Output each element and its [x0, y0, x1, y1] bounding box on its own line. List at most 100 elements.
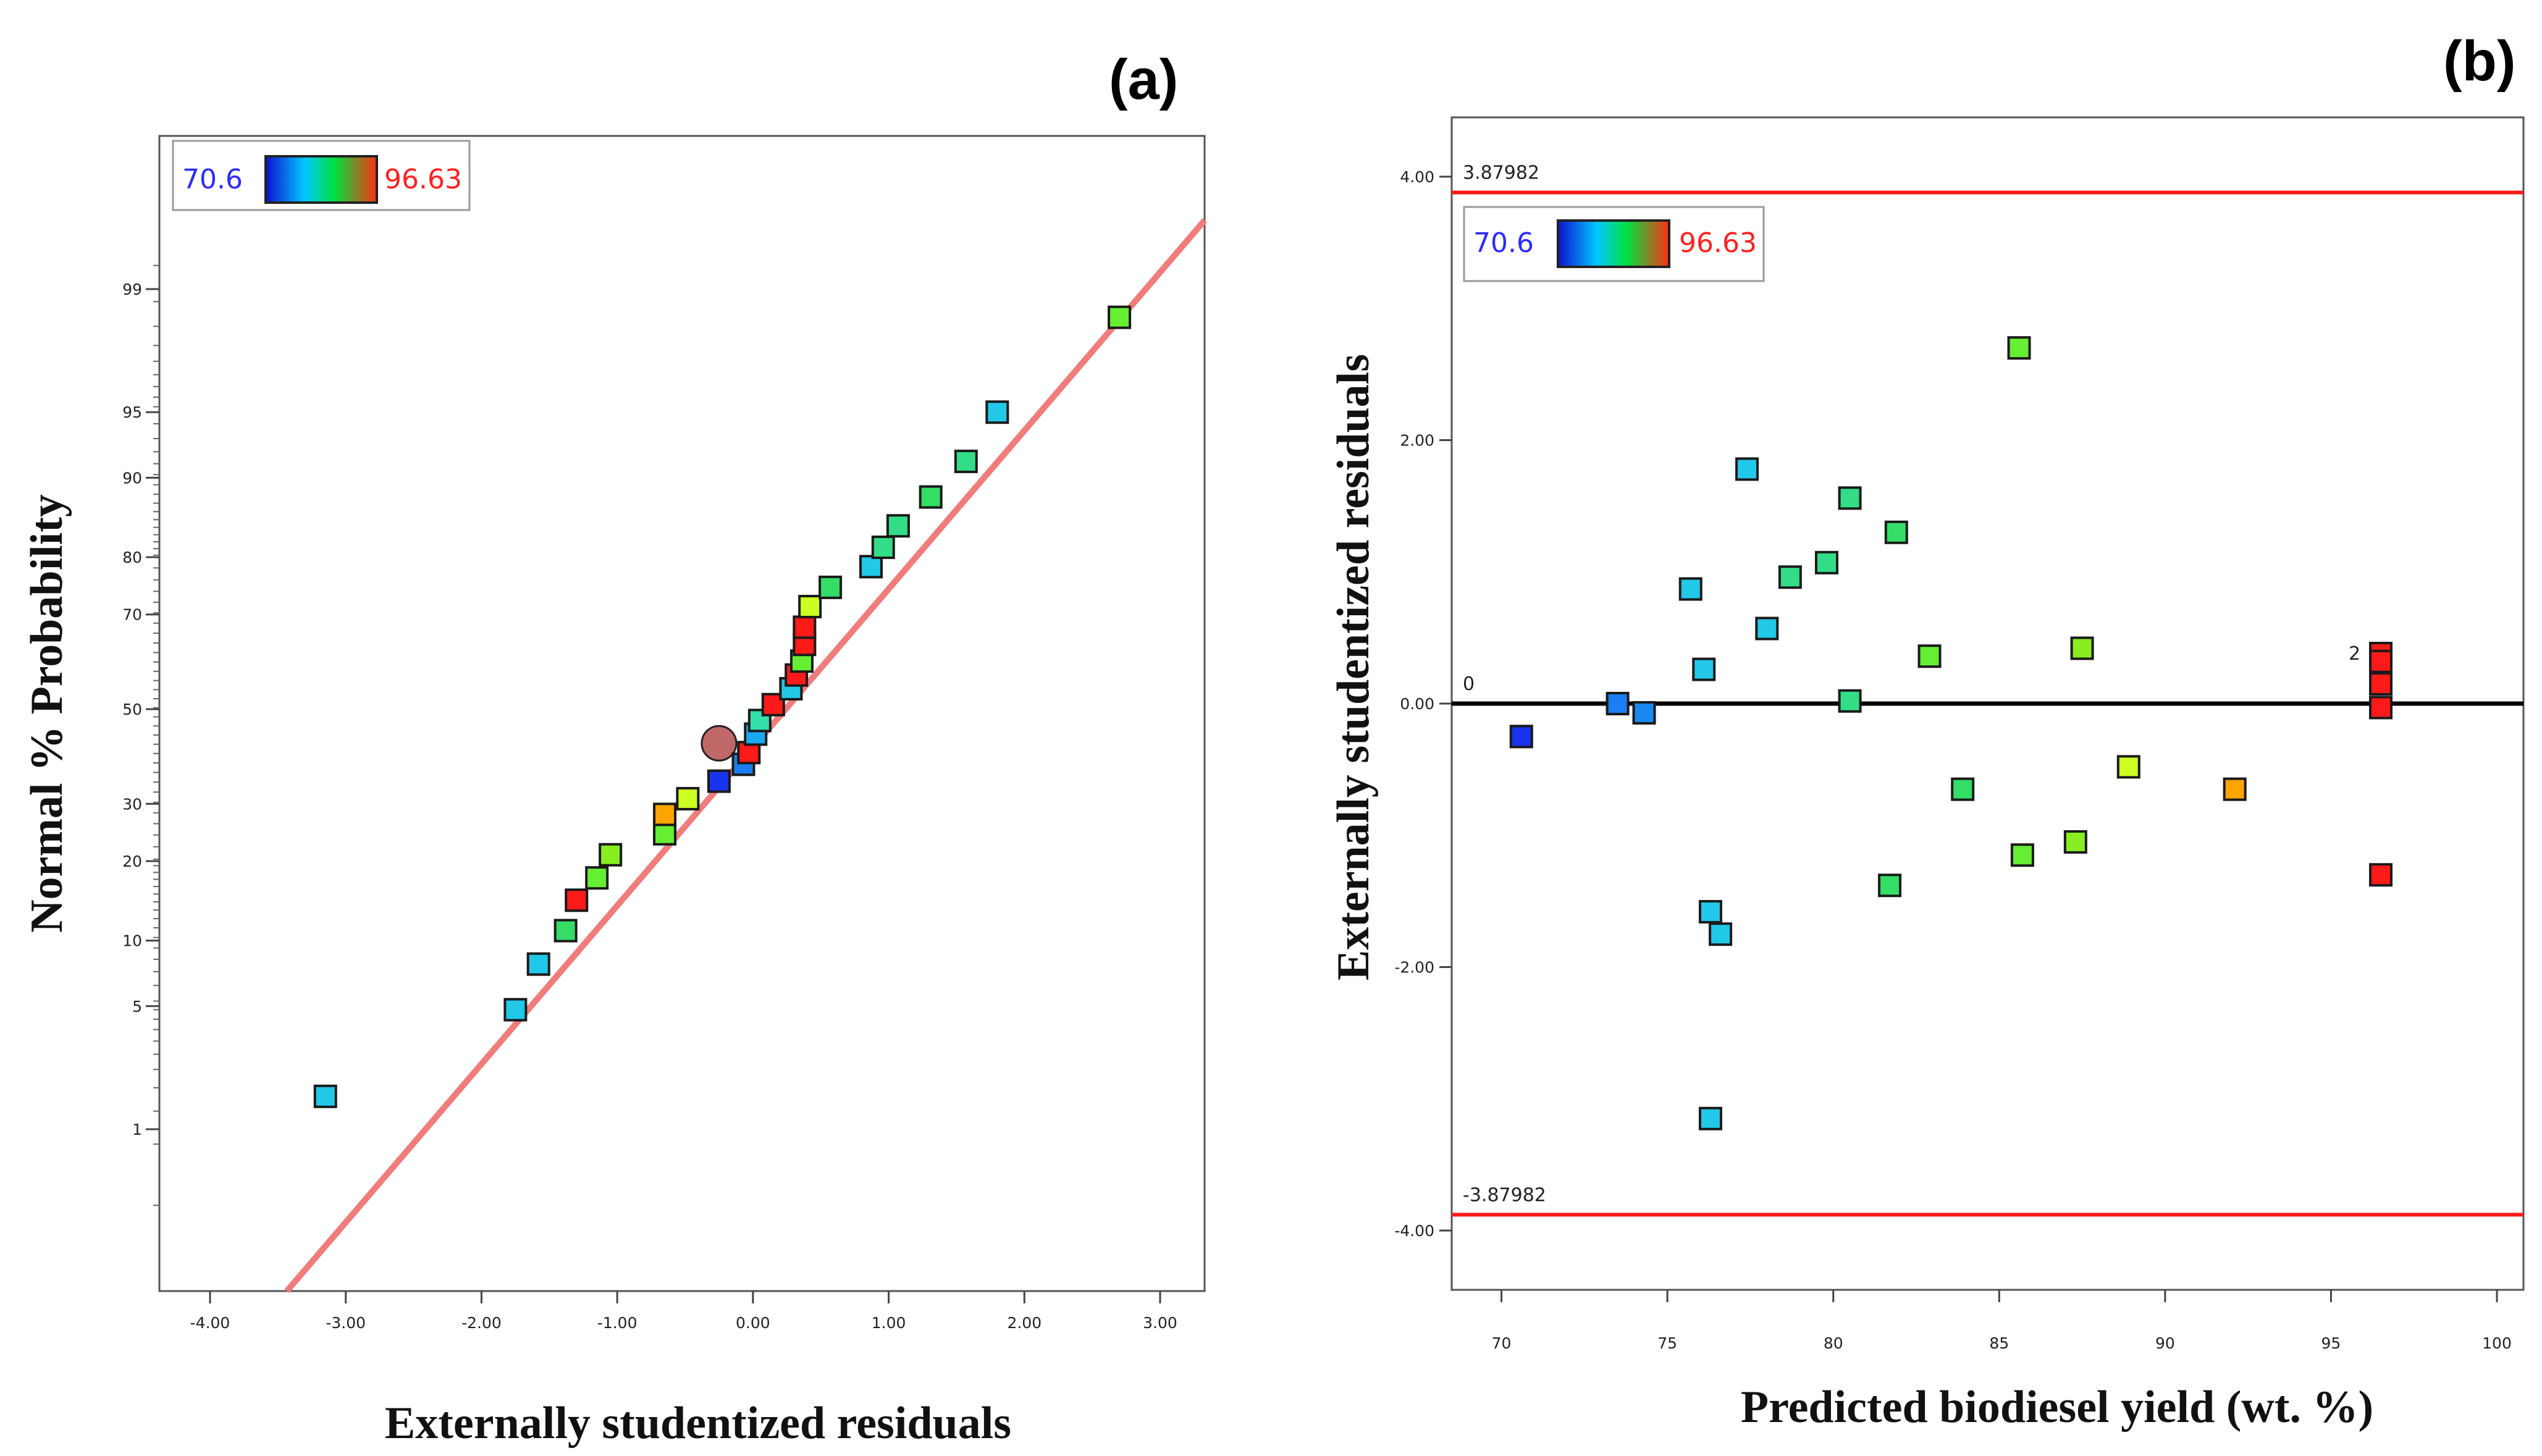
data-point-b [1692, 657, 1716, 681]
lower-limit-label: -3.87982 [1463, 1184, 1546, 1206]
data-point-a [676, 786, 700, 810]
normal-probability-plot: (a) 1 5 10 20 30 50 70 80 90 95 99 -4.00 -3.00 -2.00… [22, 48, 1207, 1449]
data-point-a [1108, 305, 1132, 329]
points-a [313, 305, 1132, 1108]
y-tick-label-a: 20 [122, 852, 142, 870]
data-point-b [2369, 696, 2393, 720]
y-tick-label-b: 2.00 [1400, 431, 1434, 449]
color-legend-b: 70.6 96.63 [1463, 206, 1765, 282]
y-axis-title-a: Normal % Probability [22, 494, 72, 933]
panel-label-a: (a) [1109, 48, 1178, 111]
data-point-b [1838, 689, 1862, 713]
data-point-a [798, 594, 822, 618]
panel-label-b: (b) [2443, 30, 2515, 93]
x-axis-b: 70 75 80 85 90 95 100 [1492, 1290, 2512, 1352]
y-tick-label-a: 50 [122, 701, 142, 718]
y-tick-label-a: 70 [122, 606, 142, 624]
data-point-a [761, 692, 785, 717]
data-point-b [1814, 550, 1838, 574]
data-point-b [2010, 843, 2034, 867]
y-tick-label-a: 10 [122, 932, 142, 950]
y-tick-label-a: 5 [132, 998, 142, 1016]
y-tick-label-a: 1 [132, 1121, 142, 1138]
data-point-b [1917, 644, 1942, 668]
y-tick-label-a: 95 [122, 403, 142, 421]
data-point-b [2007, 336, 2031, 360]
y-tick-label-a: 99 [122, 280, 142, 298]
data-point-a [565, 888, 589, 912]
zero-line-label: 0 [1463, 673, 1475, 695]
data-point-b [1878, 873, 1902, 898]
y-tick-label-b: -4.00 [1394, 1222, 1434, 1240]
points-b [1509, 336, 2393, 1130]
y-axis-b: -4.00 -2.00 0.00 2.00 4.00 [1394, 168, 1452, 1240]
data-point-a [653, 802, 677, 827]
data-point-a [653, 822, 677, 846]
data-point-b [1778, 565, 1802, 589]
x-axis-a: -4.00 -3.00 -2.00 -1.00 0.00 1.00 2.00 3.00 [190, 1291, 1177, 1332]
data-point-b [2070, 636, 2094, 660]
legend-min-label-b: 70.6 [1473, 227, 1534, 259]
data-point-a [313, 1084, 337, 1108]
x-tick-label-b: 95 [2321, 1334, 2341, 1352]
data-point-b [2223, 777, 2247, 801]
data-point-b [2369, 863, 2393, 887]
legend-gradient-bar-b [1557, 219, 1670, 268]
data-point-b [2369, 649, 2393, 673]
x-tick-label-a: -4.00 [190, 1314, 230, 1332]
data-point-b [1632, 701, 1656, 725]
plot-area-a [158, 135, 1206, 1292]
data-point-b [1698, 1106, 1722, 1130]
data-point-b [1678, 577, 1702, 601]
data-point-a [707, 769, 731, 793]
y-axis-title-b: Externally studentized residuals [1328, 354, 1379, 980]
legend-max-label-b: 96.63 [1679, 227, 1757, 259]
legend-min-label: 70.6 [182, 164, 243, 195]
y-axis-a: 1 5 10 20 30 50 70 80 90 95 99 [122, 264, 159, 1206]
data-point-a [886, 514, 910, 538]
x-tick-label-a: -1.00 [597, 1314, 638, 1332]
highlighted-point [701, 725, 738, 762]
count-annotation: 2 [2349, 643, 2360, 665]
y-tick-label-a: 90 [122, 469, 142, 487]
data-point-b [1698, 899, 1722, 924]
y-tick-label-a: 30 [122, 795, 142, 813]
data-point-a [859, 555, 883, 579]
data-point-b [1709, 922, 1733, 946]
data-point-a [553, 919, 578, 943]
data-point-a [585, 866, 609, 890]
data-point-b [1755, 616, 1779, 641]
y-tick-label-a: 80 [122, 549, 142, 566]
color-legend-a: 70.6 96.63 [172, 140, 471, 211]
x-tick-label-b: 100 [2482, 1334, 2512, 1352]
x-tick-label-b: 90 [2155, 1334, 2175, 1352]
x-tick-label-b: 80 [1824, 1334, 1843, 1352]
data-point-b [1884, 520, 1908, 544]
x-tick-label-b: 85 [1989, 1334, 2009, 1352]
x-tick-label-a: -2.00 [461, 1314, 502, 1332]
y-tick-label-b: 4.00 [1400, 168, 1434, 186]
x-tick-label-b: 70 [1492, 1334, 1512, 1352]
data-point-b [2369, 672, 2393, 696]
x-tick-label-a: -3.00 [326, 1314, 366, 1332]
data-point-b [1951, 777, 1975, 801]
data-point-b [1838, 486, 1862, 510]
data-point-b [2063, 830, 2087, 854]
data-point-a [871, 535, 895, 559]
residuals-vs-predicted-plot: (b) -4.00 -2.00 0.00 2.00 4.00 70 75 80 85 90 95 1… [1328, 30, 2525, 1433]
x-tick-label-a: 0.00 [736, 1314, 770, 1332]
data-point-a [919, 485, 943, 509]
data-point-a [503, 998, 528, 1022]
x-tick-label-b: 75 [1657, 1334, 1677, 1352]
x-tick-label-a: 2.00 [1007, 1314, 1042, 1332]
data-point-a [985, 400, 1009, 424]
legend-gradient-bar [264, 155, 378, 204]
x-tick-label-a: 1.00 [872, 1314, 906, 1332]
data-point-b [2116, 755, 2140, 779]
data-point-a [599, 843, 623, 867]
data-point-b [1509, 725, 1533, 749]
x-tick-label-a: 3.00 [1143, 1314, 1177, 1332]
y-tick-label-b: 0.00 [1400, 695, 1434, 713]
x-axis-title-a: Externally studentized residuals [385, 1398, 1011, 1449]
